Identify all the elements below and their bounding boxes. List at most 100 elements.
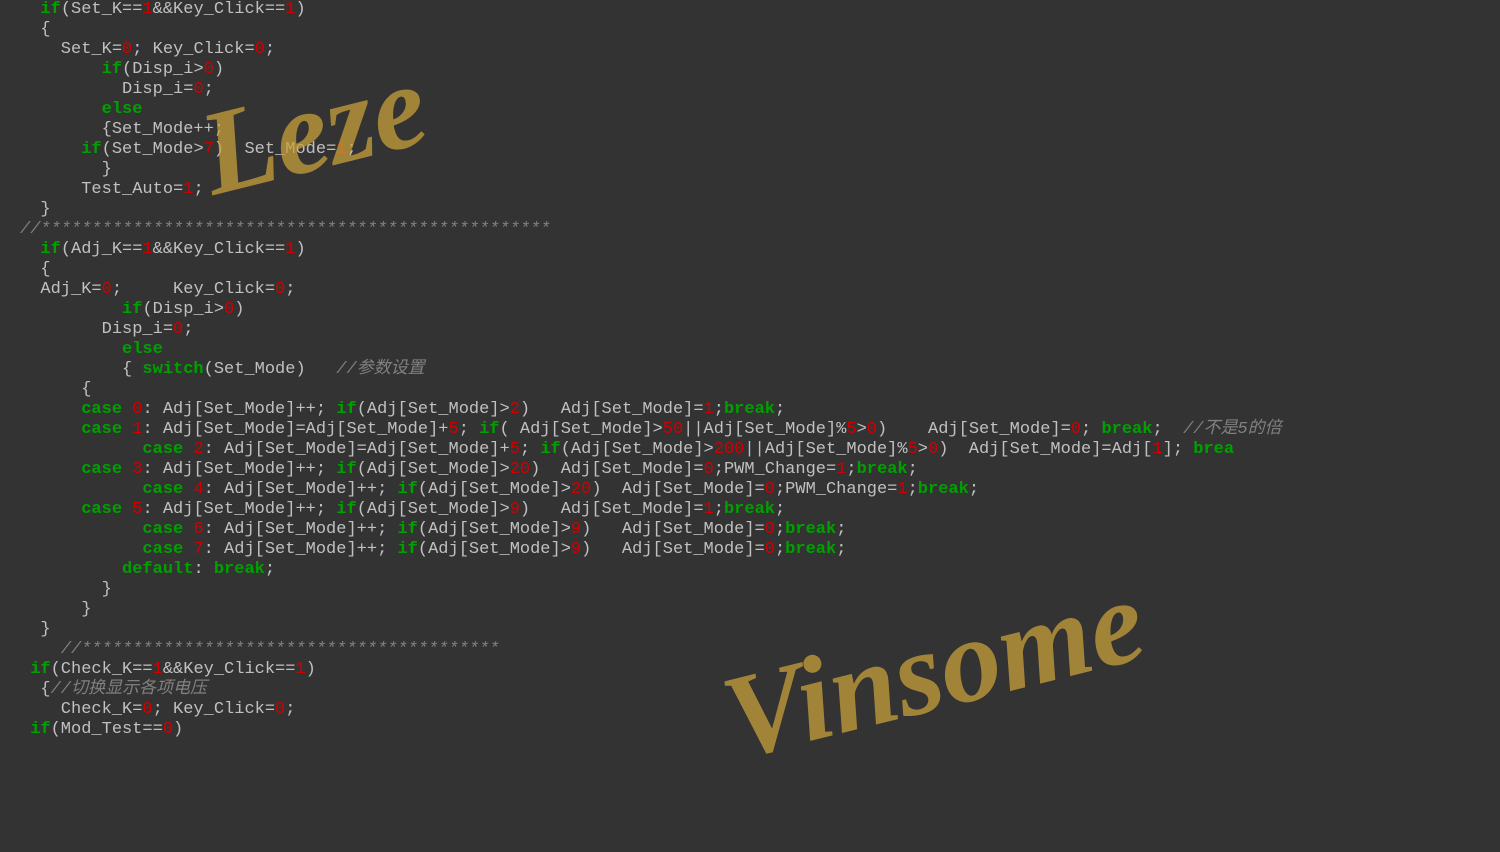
code-line: if(Check_K==1&&Key_Click==1): [20, 660, 1500, 680]
code-token: {: [20, 20, 51, 39]
code-token: //**************************************…: [61, 640, 500, 659]
code-token: case: [81, 420, 122, 439]
code-token: &&Key_Click==: [163, 660, 296, 679]
code-token: [20, 520, 142, 539]
code-token: 0: [765, 540, 775, 559]
code-token: //参数设置: [336, 360, 424, 379]
code-token: 2: [510, 400, 520, 419]
code-line: case 7: Adj[Set_Mode]++; if(Adj[Set_Mode…: [20, 540, 1500, 560]
code-token: ;: [1081, 420, 1101, 439]
code-line: {: [20, 20, 1500, 40]
code-token: }: [20, 160, 112, 179]
code-token: 0: [928, 440, 938, 459]
code-token: case: [142, 540, 183, 559]
code-token: ) Adj[Set_Mode]=: [520, 400, 704, 419]
code-token: ;: [346, 140, 356, 159]
code-token: if: [30, 660, 50, 679]
code-token: [20, 100, 102, 119]
code-token: 1: [285, 0, 295, 19]
code-token: 0: [275, 280, 285, 299]
code-token: if: [397, 540, 417, 559]
code-token: 0: [132, 400, 142, 419]
code-line: {//切换显示各项电压: [20, 680, 1500, 700]
code-token: : Adj[Set_Mode]++;: [204, 520, 398, 539]
code-token: ( Adj[Set_Mode]>: [500, 420, 663, 439]
code-token: (Adj[Set_Mode]>: [357, 500, 510, 519]
code-token: (Mod_Test==: [51, 720, 163, 739]
code-token: ;: [265, 560, 275, 579]
code-token: ) Adj[Set_Mode]=: [877, 420, 1071, 439]
code-line: case 4: Adj[Set_Mode]++; if(Adj[Set_Mode…: [20, 480, 1500, 500]
code-token: [20, 540, 142, 559]
code-token: 2: [193, 440, 203, 459]
code-token: ;PWM_Change=: [775, 480, 897, 499]
code-token: ;: [775, 400, 785, 419]
code-token: 6: [193, 520, 203, 539]
code-line: default: break;: [20, 560, 1500, 580]
code-token: 0: [704, 460, 714, 479]
code-token: 0: [122, 40, 132, 59]
code-token: 0: [255, 40, 265, 59]
code-token: Adj_K=: [20, 280, 102, 299]
code-token: ||Adj[Set_Mode]%: [683, 420, 846, 439]
code-token: break: [724, 400, 775, 419]
code-token: break: [918, 480, 969, 499]
code-token: if: [336, 460, 356, 479]
code-token: Check_K=: [20, 700, 142, 719]
code-token: 1: [897, 480, 907, 499]
code-line: }: [20, 620, 1500, 640]
code-token: }: [20, 580, 112, 599]
code-token: 1: [142, 240, 152, 259]
code-line: if(Adj_K==1&&Key_Click==1): [20, 240, 1500, 260]
code-token: [20, 140, 81, 159]
code-token: ): [214, 60, 224, 79]
code-line: if(Set_Mode>7) Set_Mode=1;: [20, 140, 1500, 160]
code-token: 0: [275, 700, 285, 719]
code-token: ;: [204, 80, 214, 99]
code-token: {: [20, 680, 51, 699]
code-token: if: [336, 400, 356, 419]
code-token: ;: [459, 420, 479, 439]
code-token: 1: [142, 0, 152, 19]
code-token: 20: [510, 460, 530, 479]
code-token: >: [918, 440, 928, 459]
code-token: if: [102, 60, 122, 79]
code-line: case 0: Adj[Set_Mode]++; if(Adj[Set_Mode…: [20, 400, 1500, 420]
code-token: if: [30, 720, 50, 739]
code-line: Set_K=0; Key_Click=0;: [20, 40, 1500, 60]
code-token: 0: [765, 480, 775, 499]
code-token: ): [295, 0, 305, 19]
code-token: ;: [1152, 420, 1183, 439]
code-line: case 2: Adj[Set_Mode]=Adj[Set_Mode]+5; i…: [20, 440, 1500, 460]
code-token: {: [20, 260, 51, 279]
code-token: ;: [836, 520, 846, 539]
code-line: {Set_Mode++;: [20, 120, 1500, 140]
code-line: { switch(Set_Mode) //参数设置: [20, 360, 1500, 380]
code-token: ;: [836, 540, 846, 559]
code-token: ) Adj[Set_Mode]=: [591, 480, 764, 499]
code-token: [20, 660, 30, 679]
code-token: 1: [132, 420, 142, 439]
code-line: case 5: Adj[Set_Mode]++; if(Adj[Set_Mode…: [20, 500, 1500, 520]
code-token: ];: [1163, 440, 1194, 459]
code-token: break: [214, 560, 265, 579]
code-token: if: [479, 420, 499, 439]
code-token: (Adj_K==: [61, 240, 143, 259]
code-token: (Disp_i>: [122, 60, 204, 79]
code-token: break: [785, 540, 836, 559]
code-token: [20, 640, 61, 659]
code-token: [122, 400, 132, 419]
code-token: 0: [1071, 420, 1081, 439]
code-token: if: [397, 480, 417, 499]
code-token: //**************************************…: [20, 220, 551, 239]
code-token: [20, 240, 40, 259]
code-token: (Check_K==: [51, 660, 153, 679]
code-line: //**************************************…: [20, 220, 1500, 240]
code-token: brea: [1193, 440, 1234, 459]
code-line: }: [20, 580, 1500, 600]
code-token: 1: [183, 180, 193, 199]
code-token: if: [81, 140, 101, 159]
code-editor[interactable]: if(Set_K==1&&Key_Click==1) { Set_K=0; Ke…: [0, 0, 1500, 740]
code-token: }: [20, 600, 91, 619]
code-line: Disp_i=0;: [20, 80, 1500, 100]
